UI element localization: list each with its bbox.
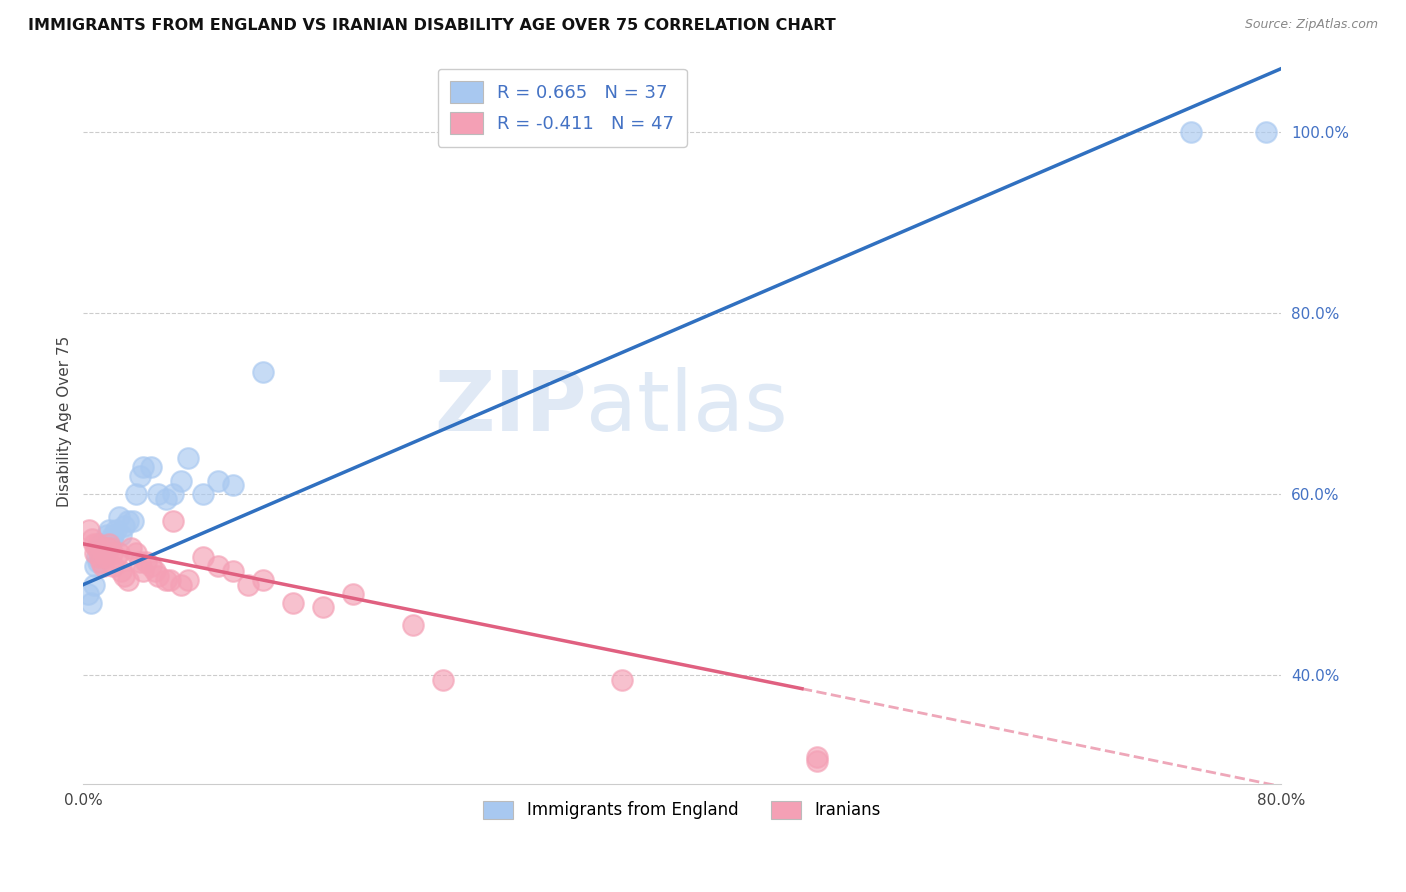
Point xyxy=(169,577,191,591)
Point xyxy=(91,559,114,574)
Point xyxy=(806,754,828,768)
Point xyxy=(120,541,142,556)
Point xyxy=(103,559,125,574)
Point xyxy=(159,573,181,587)
Point xyxy=(1256,125,1278,139)
Point xyxy=(84,559,107,574)
Point xyxy=(125,546,148,560)
Point xyxy=(90,555,112,569)
Point xyxy=(139,459,162,474)
Point xyxy=(89,550,111,565)
Point xyxy=(84,546,107,560)
Point xyxy=(162,487,184,501)
Point xyxy=(402,618,425,632)
Point xyxy=(98,537,121,551)
Point xyxy=(76,587,98,601)
Point xyxy=(83,577,105,591)
Point xyxy=(162,514,184,528)
Point xyxy=(94,550,117,565)
Point xyxy=(100,546,122,560)
Point xyxy=(129,555,152,569)
Point xyxy=(612,673,634,687)
Point xyxy=(112,518,135,533)
Point xyxy=(83,537,105,551)
Point xyxy=(87,537,110,551)
Point xyxy=(207,559,229,574)
Point xyxy=(312,600,335,615)
Point xyxy=(103,528,125,542)
Point xyxy=(252,573,274,587)
Point xyxy=(806,749,828,764)
Point xyxy=(110,564,132,578)
Point xyxy=(177,573,200,587)
Point xyxy=(77,523,100,537)
Point xyxy=(169,474,191,488)
Point xyxy=(222,478,245,492)
Point xyxy=(432,673,454,687)
Point xyxy=(97,537,120,551)
Point xyxy=(96,528,118,542)
Point xyxy=(93,546,115,560)
Point xyxy=(121,514,143,528)
Point xyxy=(236,577,259,591)
Point xyxy=(91,546,114,560)
Text: atlas: atlas xyxy=(586,367,789,448)
Point xyxy=(1180,125,1202,139)
Point xyxy=(117,514,139,528)
Point xyxy=(97,523,120,537)
Point xyxy=(146,487,169,501)
Point xyxy=(207,474,229,488)
Point xyxy=(191,550,214,565)
Point xyxy=(135,555,157,569)
Point xyxy=(87,555,110,569)
Point xyxy=(112,568,135,582)
Point xyxy=(117,573,139,587)
Point xyxy=(132,459,155,474)
Point xyxy=(129,469,152,483)
Text: IMMIGRANTS FROM ENGLAND VS IRANIAN DISABILITY AGE OVER 75 CORRELATION CHART: IMMIGRANTS FROM ENGLAND VS IRANIAN DISAB… xyxy=(28,18,837,33)
Point xyxy=(96,541,118,556)
Point xyxy=(108,546,131,560)
Point xyxy=(281,596,304,610)
Point xyxy=(139,559,162,574)
Point xyxy=(146,568,169,582)
Legend: Immigrants from England, Iranians: Immigrants from England, Iranians xyxy=(477,794,887,826)
Point xyxy=(222,564,245,578)
Point xyxy=(105,550,128,565)
Point xyxy=(125,487,148,501)
Point xyxy=(100,533,122,547)
Point xyxy=(342,587,364,601)
Point xyxy=(82,533,104,547)
Point xyxy=(105,523,128,537)
Point xyxy=(252,365,274,379)
Point xyxy=(98,541,121,556)
Text: Source: ZipAtlas.com: Source: ZipAtlas.com xyxy=(1244,18,1378,31)
Point xyxy=(155,491,177,506)
Point xyxy=(94,537,117,551)
Point xyxy=(132,564,155,578)
Point xyxy=(86,541,108,556)
Y-axis label: Disability Age Over 75: Disability Age Over 75 xyxy=(58,336,72,508)
Point xyxy=(80,596,103,610)
Point xyxy=(143,564,166,578)
Point xyxy=(108,509,131,524)
Point xyxy=(89,541,111,556)
Point xyxy=(110,528,132,542)
Point xyxy=(177,450,200,465)
Point xyxy=(93,550,115,565)
Point xyxy=(86,550,108,565)
Point xyxy=(155,573,177,587)
Point xyxy=(191,487,214,501)
Text: ZIP: ZIP xyxy=(434,367,586,448)
Point xyxy=(90,537,112,551)
